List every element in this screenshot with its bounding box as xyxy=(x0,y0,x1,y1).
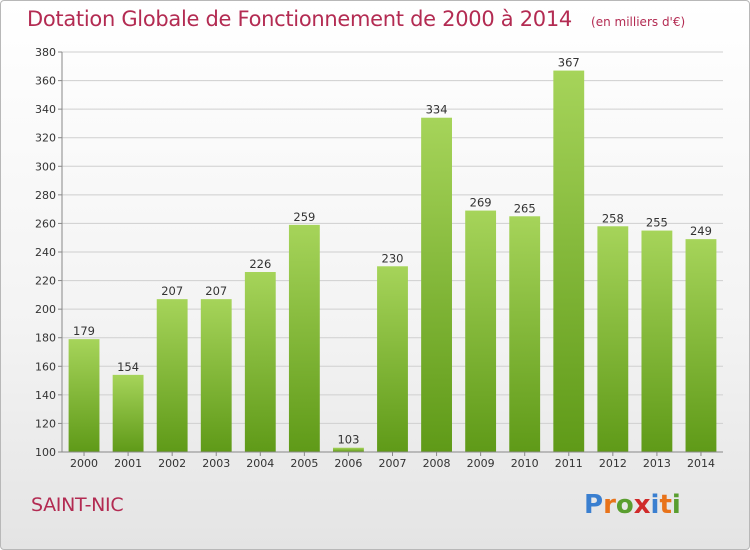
logo-letter: i xyxy=(671,490,681,520)
x-tick-label: 2007 xyxy=(379,457,407,470)
data-label: 230 xyxy=(382,251,404,265)
data-label: 103 xyxy=(337,433,359,447)
y-tick-label: 100 xyxy=(35,446,56,459)
title-block: Dotation Globale de Fonctionnement de 20… xyxy=(27,7,685,31)
x-tick-label: 2002 xyxy=(158,457,186,470)
bar-2009 xyxy=(465,210,497,452)
x-tick-label: 2004 xyxy=(246,457,274,470)
y-tick-label: 180 xyxy=(35,332,56,345)
logo-letter: t xyxy=(659,490,672,520)
data-label: 259 xyxy=(293,210,315,224)
data-label: 334 xyxy=(426,103,448,117)
y-tick-label: 220 xyxy=(35,275,56,288)
bar-2011 xyxy=(553,70,585,453)
x-tick-label: 2011 xyxy=(555,457,583,470)
proxiti-logo: Proxiti xyxy=(584,490,681,520)
bar-2007 xyxy=(377,266,408,452)
chart-subtitle: (en milliers d'€) xyxy=(591,15,686,29)
bar-2008 xyxy=(421,117,452,452)
y-tick-label: 240 xyxy=(35,246,56,259)
x-tick-label: 2008 xyxy=(423,457,451,470)
x-tick-label: 2006 xyxy=(334,457,362,470)
data-label: 258 xyxy=(602,211,624,225)
bar-2003 xyxy=(200,299,232,452)
logo-letter: P xyxy=(584,490,604,520)
bar-2005 xyxy=(288,224,320,452)
y-tick-label: 200 xyxy=(35,303,56,316)
y-tick-label: 280 xyxy=(35,189,56,202)
data-label: 269 xyxy=(470,196,492,210)
data-label: 255 xyxy=(646,216,668,230)
logo-letter: x xyxy=(633,490,651,520)
data-label: 179 xyxy=(73,324,95,338)
data-label: 207 xyxy=(161,284,183,298)
x-tick-label: 2000 xyxy=(70,457,98,470)
y-tick-label: 360 xyxy=(35,75,56,88)
bar-2002 xyxy=(156,299,188,452)
bar-2001 xyxy=(112,374,144,452)
logo-letter: o xyxy=(615,490,634,520)
bar-2006 xyxy=(333,447,364,452)
chart-title: Dotation Globale de Fonctionnement de 20… xyxy=(27,7,572,31)
commune-name: SAINT-NIC xyxy=(31,494,124,516)
y-tick-label: 320 xyxy=(35,132,56,145)
x-tick-label: 2009 xyxy=(467,457,495,470)
data-label: 265 xyxy=(514,201,536,215)
x-tick-label: 2005 xyxy=(290,457,318,470)
y-tick-label: 380 xyxy=(35,46,56,59)
x-tick-label: 2003 xyxy=(202,457,230,470)
x-tick-label: 2010 xyxy=(511,457,539,470)
y-tick-label: 160 xyxy=(35,360,56,373)
y-tick-label: 140 xyxy=(35,389,56,402)
axes: 100 120 140 160 180 200 220 240 260 280 300 320 340 3… xyxy=(35,46,723,470)
bar-2000 xyxy=(68,339,100,452)
bar-2014 xyxy=(685,239,717,452)
x-tick-label: 2001 xyxy=(114,457,142,470)
y-tick-label: 260 xyxy=(35,217,56,230)
data-label: 207 xyxy=(205,284,227,298)
x-tick-label: 2013 xyxy=(643,457,671,470)
x-tick-label: 2012 xyxy=(599,457,627,470)
y-tick-label: 300 xyxy=(35,160,56,173)
bar-2012 xyxy=(597,226,629,452)
bar-2013 xyxy=(641,230,673,452)
bar-2010 xyxy=(509,216,541,452)
data-label: 249 xyxy=(690,224,712,238)
data-label: 154 xyxy=(117,360,139,374)
data-label: 226 xyxy=(249,257,271,271)
bar-2004 xyxy=(244,272,276,452)
logo-letter: i xyxy=(650,490,660,520)
data-label: 367 xyxy=(558,56,580,70)
logo-letter: r xyxy=(603,490,616,520)
bars: 179 154 207 207 226 259 103 230 334 269 265 367 258 2… xyxy=(68,56,717,453)
y-tick-label: 340 xyxy=(35,103,56,116)
y-tick-label: 120 xyxy=(35,417,56,430)
x-tick-label: 2014 xyxy=(687,457,715,470)
